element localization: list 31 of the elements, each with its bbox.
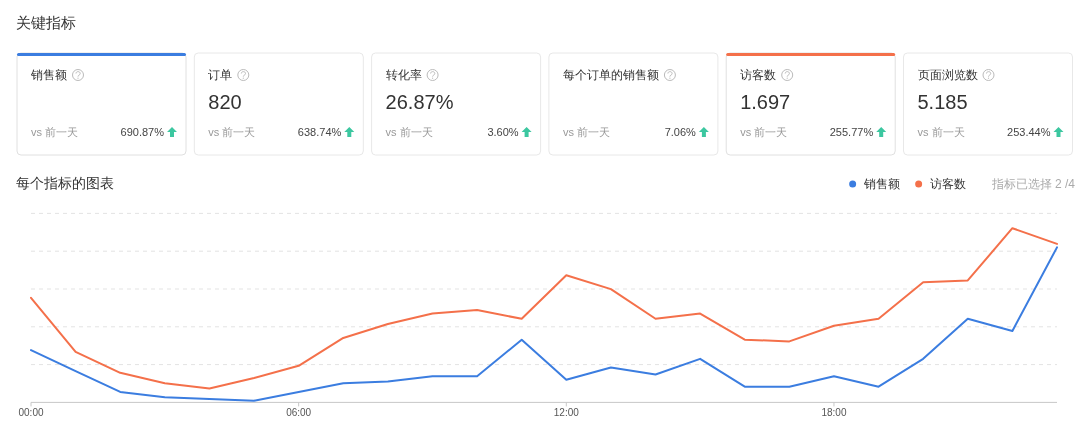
category-label: 订单: [208, 68, 233, 82]
text: 255.77%: [829, 126, 874, 138]
text: 820: [208, 91, 242, 113]
chart-title: 每个指标的图表: [16, 175, 114, 191]
text: 1.697: [740, 91, 791, 113]
text: 7.06%: [664, 126, 697, 138]
text: vs 前一天: [31, 126, 79, 138]
text: vs 前一天: [385, 126, 433, 138]
category-label: 访客数: [740, 68, 777, 82]
text: vs 前一天: [208, 126, 256, 138]
text: vs 前一天: [740, 126, 788, 138]
text: 3.60%: [487, 126, 519, 138]
x-tick-label: 00:00: [18, 407, 44, 419]
text: 关键指标: [16, 14, 76, 31]
text: vs 前一天: [917, 126, 965, 138]
text: 5.185: [917, 91, 968, 113]
x-tick-label: 06:00: [286, 407, 312, 419]
text: 638.74%: [297, 126, 342, 138]
x-tick-label: 18:00: [821, 407, 847, 419]
x-tick-label: 12:00: [553, 407, 580, 419]
text: 253.44%: [1007, 126, 1051, 138]
text: vs 前一天: [562, 126, 610, 138]
legend-label: 销售额: [862, 177, 900, 191]
category-label: 每个订单的销售额: [562, 68, 659, 82]
text: 26.87%: [385, 91, 454, 113]
category-label: 销售额: [30, 68, 67, 82]
category-label: 转化率: [385, 68, 422, 82]
text: 指标已选择 2 /4: [990, 177, 1076, 191]
legend-label: 访客数: [929, 177, 966, 191]
category-label: 页面浏览数: [917, 68, 978, 82]
text: 690.87%: [120, 126, 165, 138]
